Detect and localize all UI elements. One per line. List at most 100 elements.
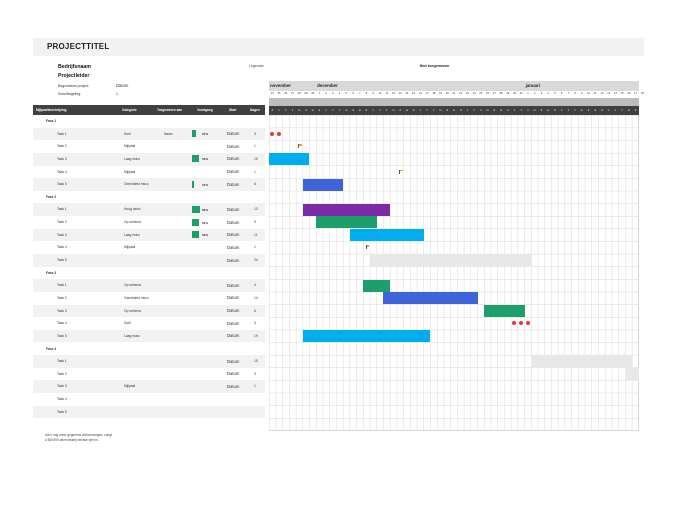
task-label[interactable]: Taak 1 xyxy=(57,359,67,364)
progress-value[interactable]: 10% xyxy=(202,182,209,187)
task-label[interactable]: Taak 2 xyxy=(57,295,67,300)
task-label[interactable]: Taak 2 xyxy=(57,220,67,225)
category-cell[interactable]: Op schema xyxy=(124,283,141,288)
progress-value[interactable]: 50% xyxy=(202,157,209,162)
goal-marker[interactable] xyxy=(270,131,275,136)
gantt-bar[interactable] xyxy=(302,203,391,216)
project-leader[interactable]: Projectleider xyxy=(58,73,90,79)
days-cell[interactable]: 3 xyxy=(254,371,256,376)
gantt-bar[interactable] xyxy=(269,153,310,166)
start-date-cell[interactable]: Datum xyxy=(227,181,240,187)
days-cell[interactable]: 24 xyxy=(254,258,258,263)
category-cell[interactable]: Mijlpaal xyxy=(124,245,136,250)
gantt-bar[interactable] xyxy=(316,216,377,229)
company-name[interactable]: Bedrijfsnaam xyxy=(58,64,91,70)
start-date-cell[interactable]: Datum xyxy=(227,206,240,212)
start-date-cell[interactable]: Datum xyxy=(227,232,240,238)
start-date-cell[interactable]: Datum xyxy=(227,358,240,364)
scroll-value[interactable]: 1 xyxy=(116,92,118,96)
task-label[interactable]: Taak 1 xyxy=(57,283,67,288)
goal-marker[interactable] xyxy=(519,321,524,326)
task-label[interactable]: Taak 5 xyxy=(57,409,67,414)
days-cell[interactable]: 6 xyxy=(254,182,256,187)
start-date-cell[interactable]: Datum xyxy=(227,383,240,389)
task-label[interactable]: Taak 5 xyxy=(57,258,67,263)
days-cell[interactable]: 1 xyxy=(254,169,256,174)
task-label[interactable]: Taak 3 xyxy=(57,156,67,161)
start-date-cell[interactable]: Datum xyxy=(227,257,240,263)
task-label[interactable]: Taak 3 xyxy=(57,384,67,389)
task-label[interactable]: Taak 4 xyxy=(57,321,67,326)
days-cell[interactable]: 1 xyxy=(254,245,256,250)
gantt-bar[interactable] xyxy=(484,304,525,317)
start-date-cell[interactable]: Datum xyxy=(227,282,240,288)
task-label[interactable]: Taak 2 xyxy=(57,144,67,149)
gantt-bar[interactable] xyxy=(302,178,343,191)
task-label[interactable]: Taak 1 xyxy=(57,207,67,212)
category-cell[interactable]: Doel xyxy=(124,321,131,326)
start-date-cell[interactable]: Datum xyxy=(227,156,240,162)
progress-value[interactable]: 25% xyxy=(202,132,209,137)
start-date-cell[interactable]: Datum xyxy=(227,308,240,314)
category-cell[interactable]: Mijlpaal xyxy=(124,144,136,149)
task-label[interactable]: Taak 1 xyxy=(57,131,67,136)
task-label[interactable]: Taak 3 xyxy=(57,308,67,313)
category-cell[interactable]: Doel xyxy=(124,131,131,136)
milestone-flag-icon[interactable] xyxy=(298,144,302,149)
goal-marker[interactable] xyxy=(512,321,517,326)
category-cell[interactable]: Gemiddeld risico xyxy=(124,182,149,187)
milestone-flag-icon[interactable] xyxy=(399,169,403,174)
start-date-cell[interactable]: Datum xyxy=(227,131,240,137)
days-cell[interactable]: 6 xyxy=(254,308,256,313)
gantt-bar[interactable] xyxy=(349,229,424,242)
start-date-cell[interactable]: Datum xyxy=(227,320,240,326)
task-label[interactable]: Taak 4 xyxy=(57,245,67,250)
gantt-bar[interactable] xyxy=(302,330,431,343)
goal-marker[interactable] xyxy=(525,321,530,326)
start-date-cell[interactable]: Datum xyxy=(227,169,240,175)
gantt-bar[interactable] xyxy=(369,254,532,267)
days-cell[interactable]: 1 xyxy=(254,144,256,149)
days-cell[interactable]: 10 xyxy=(254,156,258,161)
task-label[interactable]: Taak 5 xyxy=(57,182,67,187)
days-cell[interactable]: 13 xyxy=(254,207,258,212)
days-cell[interactable]: 9 xyxy=(254,220,256,225)
days-cell[interactable]: 19 xyxy=(254,333,258,338)
category-cell[interactable]: Laag risico xyxy=(124,333,140,338)
category-cell[interactable]: Op schema xyxy=(124,220,141,225)
progress-value[interactable]: 60% xyxy=(202,207,209,212)
days-cell[interactable]: 11 xyxy=(254,232,258,237)
start-date-cell[interactable]: Datum xyxy=(227,244,240,250)
start-date-field[interactable]: Datum xyxy=(116,83,129,88)
category-cell[interactable]: Op schema xyxy=(124,308,141,313)
task-label[interactable]: Taak 4 xyxy=(57,169,67,174)
category-cell[interactable]: Laag risico xyxy=(124,156,140,161)
progress-value[interactable]: 50% xyxy=(202,233,209,238)
gantt-bar[interactable] xyxy=(531,355,633,368)
task-label[interactable]: Taak 2 xyxy=(57,371,67,376)
category-cell[interactable]: Hoog risico xyxy=(124,207,141,212)
start-date-cell[interactable]: Datum xyxy=(227,219,240,225)
category-cell[interactable]: Gemiddeld risico xyxy=(124,295,149,300)
days-cell[interactable]: 14 xyxy=(254,295,258,300)
days-cell[interactable]: 1 xyxy=(254,384,256,389)
milestone-flag-icon[interactable] xyxy=(365,245,370,250)
category-cell[interactable]: Laag risico xyxy=(124,232,140,237)
assigned-cell[interactable]: Naam xyxy=(164,131,173,136)
category-cell[interactable]: Mijlpaal xyxy=(124,384,136,389)
timeline-scrollbar[interactable] xyxy=(269,98,639,106)
start-date-cell[interactable]: Datum xyxy=(227,143,240,149)
days-cell[interactable]: 4 xyxy=(254,283,256,288)
start-date-cell[interactable]: Datum xyxy=(227,371,240,377)
goal-marker[interactable] xyxy=(277,131,282,136)
task-label[interactable]: Taak 3 xyxy=(57,232,67,237)
gantt-bar[interactable] xyxy=(363,279,391,292)
progress-value[interactable]: 50% xyxy=(202,220,209,225)
task-label[interactable]: Taak 5 xyxy=(57,333,67,338)
days-cell[interactable]: 3 xyxy=(254,321,256,326)
gantt-bar[interactable] xyxy=(625,368,639,381)
category-cell[interactable]: Mijlpaal xyxy=(124,169,136,174)
start-date-cell[interactable]: Datum xyxy=(227,295,240,301)
gantt-bar[interactable] xyxy=(383,292,478,305)
days-cell[interactable]: 3 xyxy=(254,131,256,136)
